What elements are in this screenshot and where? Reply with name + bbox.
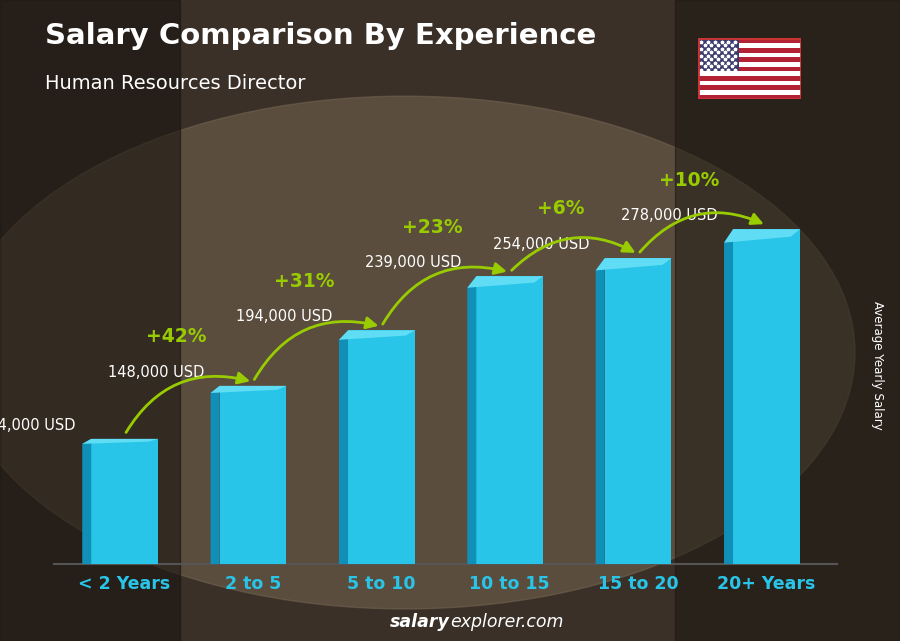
Bar bbox=[698, 71, 801, 76]
Text: 278,000 USD: 278,000 USD bbox=[621, 208, 717, 223]
Ellipse shape bbox=[0, 96, 855, 609]
Bar bbox=[698, 53, 801, 57]
Bar bbox=[698, 48, 801, 53]
Bar bbox=[698, 67, 801, 71]
Bar bbox=[698, 85, 801, 90]
Bar bbox=[698, 95, 801, 99]
Text: +42%: +42% bbox=[146, 327, 206, 346]
Bar bbox=[605, 258, 671, 564]
Polygon shape bbox=[724, 229, 800, 243]
Polygon shape bbox=[339, 331, 348, 564]
Bar bbox=[698, 38, 739, 71]
Polygon shape bbox=[596, 258, 671, 271]
Polygon shape bbox=[339, 331, 415, 340]
Polygon shape bbox=[82, 439, 158, 444]
Polygon shape bbox=[211, 386, 286, 393]
Polygon shape bbox=[211, 386, 220, 564]
Bar bbox=[698, 62, 801, 67]
Bar bbox=[91, 439, 158, 564]
Text: salary: salary bbox=[390, 613, 450, 631]
Polygon shape bbox=[82, 439, 91, 564]
Text: Average Yearly Salary: Average Yearly Salary bbox=[871, 301, 884, 429]
Bar bbox=[698, 81, 801, 85]
Text: 148,000 USD: 148,000 USD bbox=[108, 365, 204, 380]
Text: 194,000 USD: 194,000 USD bbox=[236, 310, 332, 324]
Bar bbox=[698, 38, 801, 43]
Polygon shape bbox=[467, 276, 543, 288]
Bar bbox=[698, 57, 801, 62]
Bar bbox=[698, 43, 801, 48]
Bar bbox=[733, 229, 800, 564]
Polygon shape bbox=[467, 276, 476, 564]
Bar bbox=[675, 0, 900, 641]
Bar bbox=[476, 276, 543, 564]
Bar bbox=[0, 0, 180, 641]
Text: +23%: +23% bbox=[402, 217, 463, 237]
Text: +6%: +6% bbox=[537, 199, 585, 219]
Polygon shape bbox=[724, 229, 733, 564]
Bar bbox=[698, 90, 801, 95]
Bar bbox=[698, 76, 801, 81]
Text: 239,000 USD: 239,000 USD bbox=[364, 255, 461, 271]
Text: Salary Comparison By Experience: Salary Comparison By Experience bbox=[45, 22, 596, 51]
Text: +31%: +31% bbox=[274, 272, 335, 291]
Text: 104,000 USD: 104,000 USD bbox=[0, 418, 76, 433]
Text: 254,000 USD: 254,000 USD bbox=[493, 237, 590, 252]
Polygon shape bbox=[596, 258, 605, 564]
Text: Human Resources Director: Human Resources Director bbox=[45, 74, 305, 93]
Text: +10%: +10% bbox=[659, 171, 720, 190]
Bar bbox=[220, 386, 286, 564]
Bar bbox=[348, 331, 415, 564]
Text: explorer.com: explorer.com bbox=[450, 613, 563, 631]
